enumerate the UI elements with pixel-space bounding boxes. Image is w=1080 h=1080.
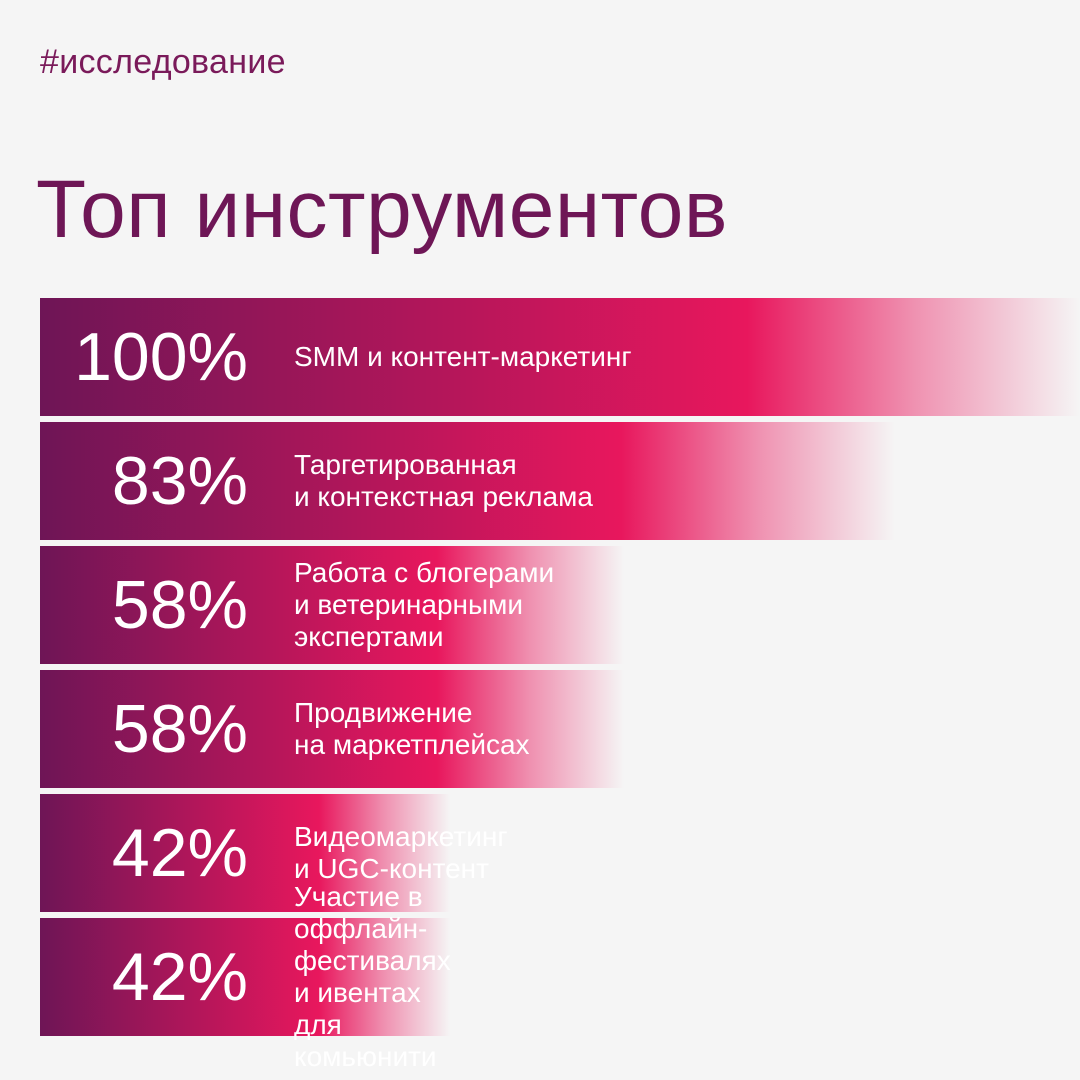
bar: 42% Участие в оффлайн-фестивалях и ивента… — [40, 881, 451, 1072]
bar: 42% Видеомаркетинг и UGC-контент — [40, 794, 508, 912]
bar: 58% Продвижение на маркетплейсах — [40, 670, 624, 788]
bar-category-label: Участие в оффлайн-фестивалях и ивентах д… — [294, 881, 451, 1072]
hashtag: #исследование — [40, 43, 286, 81]
bar-category-label: SMM и контент-маркетинг — [294, 341, 632, 372]
bar-value-label: 58% — [111, 691, 248, 767]
bar-chart: 100% SMM и контент-маркетинг 83% Таргетиров… — [40, 298, 1080, 1072]
bar-category-label: Работа с блогерами и ветеринарными экспе… — [294, 557, 555, 652]
bar-value-label: 83% — [111, 443, 248, 519]
bar-value-label: 100% — [74, 319, 248, 395]
bar-category-label: Продвижение на маркетплейсах — [294, 697, 530, 760]
bar-category-label: Таргетированная и контекстная реклама — [294, 449, 593, 512]
bar: 83% Таргетированная и контекстная реклама — [40, 422, 895, 540]
bar: 58% Работа с блогерами и ветеринарными эк… — [40, 546, 624, 664]
bar-category-label: Видеомаркетинг и UGC-контент — [294, 821, 508, 884]
bar: 100% SMM и контент-маркетинг — [40, 298, 1080, 416]
bar-value-label: 42% — [111, 939, 248, 1015]
bar-value-label: 58% — [111, 567, 248, 643]
page-title: Топ инструментов — [36, 164, 728, 255]
bar-value-label: 42% — [111, 815, 248, 891]
